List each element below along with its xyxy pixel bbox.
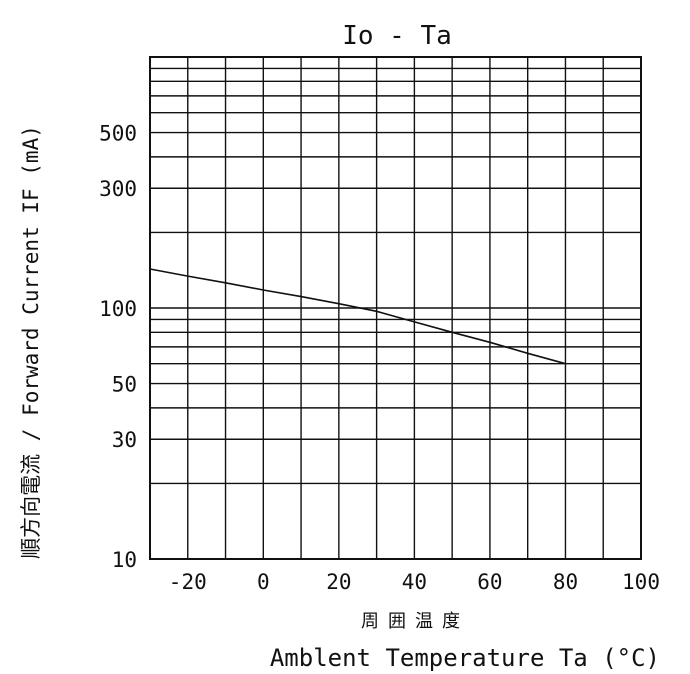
grid (150, 57, 641, 559)
y-tick-label: 30 (112, 428, 137, 452)
x-axis-label-jp: 周囲温度 (361, 611, 469, 632)
x-tick-label: -20 (169, 570, 207, 594)
x-tick-label: 0 (257, 570, 270, 594)
y-tick-label: 50 (112, 373, 137, 397)
x-tick-label: 20 (326, 570, 351, 594)
y-tick-label: 500 (99, 122, 137, 146)
x-tick-label: 80 (553, 570, 578, 594)
x-tick-labels: -20 0 20 40 60 80 100 (169, 570, 660, 594)
plot-frame (149, 56, 642, 560)
series-line (149, 268, 566, 365)
chart-title: Io - Ta (342, 21, 452, 51)
y-tick-label: 10 (112, 548, 137, 572)
y-tick-label: 300 (99, 177, 137, 201)
x-axis-label: Amblent Temperature Ta (°C) (270, 644, 660, 672)
x-tick-label: 100 (622, 570, 660, 594)
y-tick-labels: 10 30 50 100 300 500 (99, 122, 137, 572)
y-axis-label: 順方向電流 / Forward Current IF (mA) (19, 125, 43, 559)
x-tick-label: 40 (402, 570, 427, 594)
x-tick-label: 60 (477, 570, 502, 594)
y-tick-label: 100 (99, 297, 137, 321)
